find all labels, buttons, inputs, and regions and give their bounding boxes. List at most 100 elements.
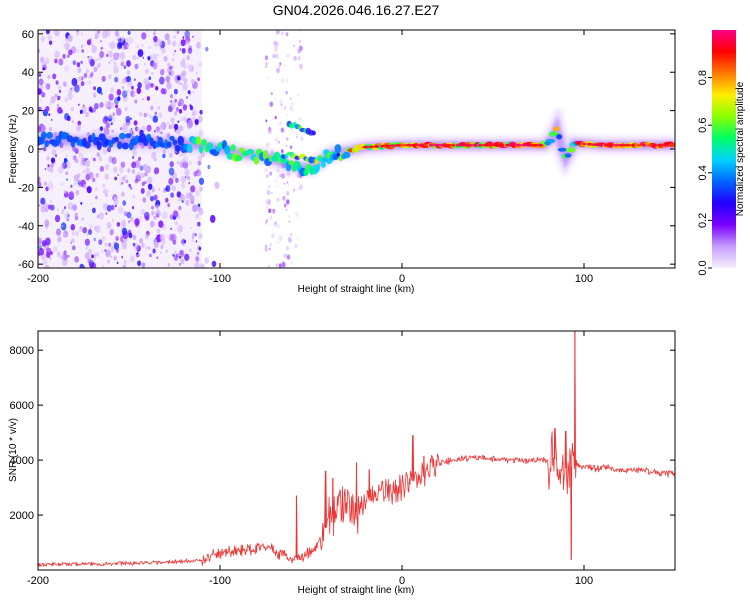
- ridge-core: [608, 143, 615, 147]
- noise-blob: [282, 195, 286, 201]
- noise-blob: [57, 236, 62, 243]
- noise-blob: [51, 149, 57, 157]
- noise-blob: [289, 105, 294, 112]
- noise-blob: [272, 118, 274, 120]
- noise-blob: [274, 221, 277, 226]
- noise-blob: [130, 255, 135, 262]
- noise-blob: [62, 257, 68, 266]
- branch-blob: [311, 130, 316, 136]
- ridge-blob: [343, 151, 351, 159]
- noise-blob: [183, 156, 189, 164]
- noise-blob: [93, 157, 96, 162]
- noise-blob: [91, 202, 93, 205]
- noise-blob: [126, 89, 130, 93]
- noise-blob: [159, 76, 165, 85]
- noise-blob: [131, 85, 134, 90]
- noise-blob: [185, 171, 187, 174]
- noise-blob: [113, 242, 120, 250]
- spectrogram-ytick-label: 0: [28, 144, 34, 156]
- noise-blob: [72, 204, 77, 211]
- noise-blob: [85, 111, 90, 118]
- noise-blob: [283, 105, 287, 111]
- noise-blob: [280, 127, 285, 133]
- noise-blob: [170, 100, 176, 109]
- noise-blob: [141, 262, 146, 268]
- noise-blob: [293, 44, 295, 47]
- noise-blob: [108, 156, 114, 163]
- noise-blob: [116, 261, 119, 265]
- noise-blob: [185, 40, 190, 46]
- noise-blob: [182, 242, 185, 246]
- noise-blob: [265, 205, 269, 210]
- noise-blob: [93, 86, 96, 91]
- noise-blob: [294, 211, 299, 218]
- noise-blob: [101, 75, 106, 82]
- noise-blob: [144, 172, 148, 177]
- noise-blob: [93, 66, 98, 73]
- snr-ytick-label: 2000: [10, 510, 34, 522]
- noise-blob: [67, 92, 73, 101]
- noise-blob: [70, 184, 73, 188]
- noise-blob: [60, 256, 63, 260]
- noise-blob: [195, 71, 198, 75]
- noise-blob: [175, 177, 179, 183]
- noise-blob: [109, 101, 115, 109]
- noise-blob: [172, 40, 177, 47]
- noise-blob: [93, 237, 96, 242]
- noise-blob: [266, 142, 270, 148]
- noise-blob: [108, 113, 113, 120]
- noise-blob: [121, 59, 125, 64]
- noise-blob: [83, 72, 88, 79]
- ridge-core: [663, 143, 669, 147]
- noise-blob: [117, 173, 119, 177]
- noise-blob: [93, 103, 99, 110]
- spectrogram-xtick-label: -100: [209, 273, 231, 285]
- noise-blob: [205, 46, 209, 52]
- ridge-blob: [288, 160, 295, 166]
- noise-blob: [186, 54, 190, 61]
- noise-blob: [132, 92, 136, 97]
- noise-blob: [91, 157, 93, 160]
- spectrogram-xtick-label: 100: [575, 273, 593, 285]
- noise-blob: [121, 227, 128, 236]
- noise-blob: [77, 75, 82, 82]
- noise-blob: [40, 197, 46, 205]
- noise-blob: [79, 109, 83, 114]
- noise-blob: [65, 154, 68, 158]
- noise-blob: [45, 186, 49, 192]
- ridge-core: [624, 143, 632, 147]
- noise-blob: [151, 71, 154, 76]
- ridge-blob: [565, 147, 576, 153]
- noise-blob: [101, 250, 103, 253]
- noise-blob: [62, 53, 66, 59]
- noise-blob: [149, 114, 152, 119]
- noise-blob: [140, 208, 146, 216]
- ridge-core: [439, 143, 445, 147]
- noise-blob: [131, 161, 137, 169]
- noise-blob: [124, 106, 128, 112]
- snr-ylabel: SNR (10 * v/v): [8, 418, 19, 482]
- noise-blob: [286, 246, 289, 251]
- noise-blob: [108, 74, 112, 80]
- noise-blob: [193, 170, 198, 177]
- noise-blob: [132, 156, 135, 159]
- noise-blob: [70, 224, 76, 231]
- colorbar-tick-label: 0.6: [697, 118, 709, 133]
- noise-blob: [185, 192, 191, 199]
- ridge-blob: [195, 136, 201, 146]
- ridge-core: [384, 144, 391, 148]
- noise-blob: [283, 130, 286, 133]
- noise-blob: [171, 185, 176, 192]
- ridge-blob: [117, 141, 122, 150]
- noise-blob: [122, 90, 128, 98]
- noise-blob: [169, 65, 173, 70]
- ridge-blob: [121, 142, 129, 150]
- noise-blob: [74, 256, 79, 263]
- ridge-blob: [552, 126, 560, 132]
- noise-blob: [114, 76, 119, 83]
- noise-blob: [56, 103, 59, 108]
- noise-blob: [271, 232, 275, 239]
- noise-blob: [275, 263, 279, 267]
- noise-blob: [187, 90, 191, 94]
